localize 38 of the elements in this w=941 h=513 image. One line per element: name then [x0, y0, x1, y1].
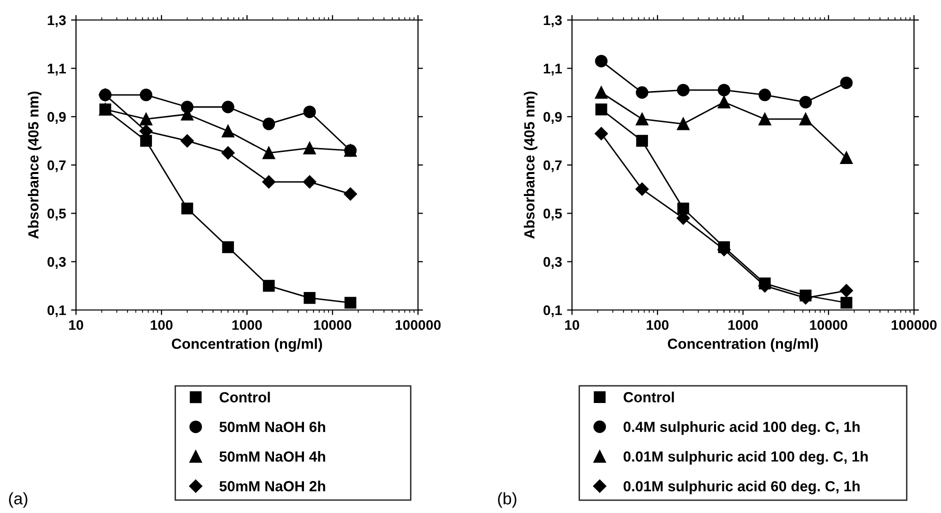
- legend-label: 50mM NaOH 6h: [219, 421, 326, 432]
- y-tick-label: 0,3: [544, 257, 562, 269]
- x-tick-label: 100: [646, 320, 669, 330]
- y-tick-label: 1,3: [544, 15, 562, 28]
- legend-label: 50mM NaOH 2h: [219, 480, 326, 492]
- x-tick-label: 100: [150, 320, 173, 330]
- text: (b): [498, 492, 516, 508]
- legend-label: 50mM NaOH 4h: [219, 451, 326, 462]
- y-tick-label: 0,9: [48, 112, 66, 124]
- y-tick-label: 0,7: [544, 160, 562, 172]
- y-tick-label: 1,1: [544, 64, 562, 76]
- x-tick-label: 10: [565, 320, 580, 330]
- y-tick-label: 0,5: [48, 208, 66, 221]
- legend-label: 0.01M sulphuric acid 100 deg. C, 1h: [624, 450, 868, 465]
- y-tick-label: 0,7: [48, 160, 66, 172]
- x-tick-label: 100000: [892, 320, 937, 330]
- text: (a): [9, 492, 28, 508]
- x-tick-label: 10000: [810, 320, 848, 330]
- y-tick-label: 0,9: [544, 112, 562, 124]
- x-tick-label: 100000: [396, 320, 441, 330]
- x-tick-label: 1000: [232, 320, 262, 330]
- x-axis-title: Concentration (ng/ml): [172, 338, 322, 352]
- y-tick-label: 1,1: [48, 64, 66, 76]
- y-tick-label: 0,1: [544, 305, 562, 318]
- y-tick-label: 0,5: [544, 208, 562, 221]
- y-axis-title: Absorbance (405 nm): [28, 92, 42, 239]
- x-tick-label: 10000: [314, 320, 352, 330]
- y-tick-label: 0,3: [48, 257, 66, 269]
- legend-label: 0.4M sulphuric acid 100 deg. C, 1h: [624, 421, 860, 435]
- y-axis-title: Absorbance (405 nm): [524, 92, 538, 239]
- legend-label: Control: [220, 392, 270, 402]
- y-tick-label: 0,1: [48, 305, 66, 318]
- legend-label: Control: [624, 392, 674, 402]
- x-axis-title: Concentration (ng/ml): [668, 338, 818, 352]
- x-tick-label: 1000: [728, 320, 758, 330]
- x-tick-label: 10: [69, 320, 84, 330]
- y-tick-label: 1,3: [48, 15, 66, 28]
- legend-label: 0.01M sulphuric acid 60 deg. C, 1h: [624, 480, 860, 494]
